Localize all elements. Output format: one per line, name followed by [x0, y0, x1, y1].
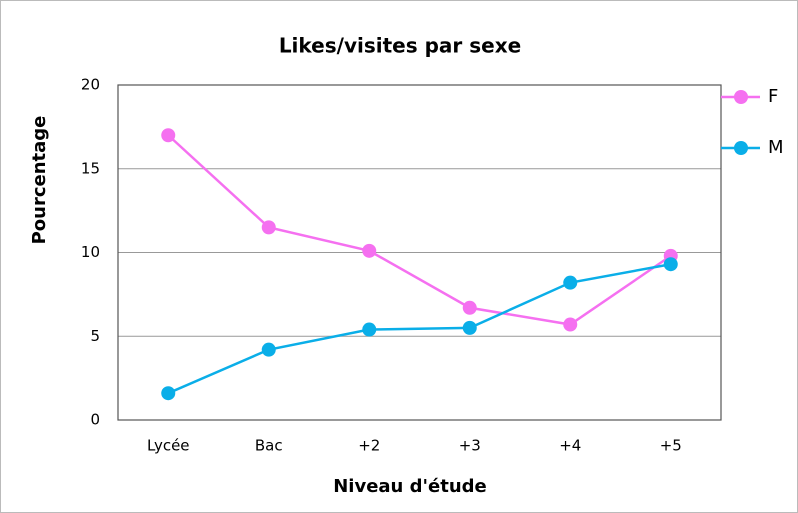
x-tick-label: +4 [559, 437, 581, 455]
chart-title: Likes/visites par sexe [279, 34, 521, 58]
y-tick-label: 10 [81, 243, 100, 261]
data-point [362, 322, 377, 337]
x-tick-label: Bac [255, 437, 283, 455]
y-tick-label: 0 [90, 411, 100, 429]
data-point [663, 257, 678, 272]
data-point [261, 342, 276, 357]
legend-label: M [768, 137, 784, 158]
data-point [462, 300, 477, 315]
x-tick-label: Lycée [147, 437, 190, 455]
plot-area [117, 84, 722, 421]
y-tick-label: 5 [90, 327, 100, 345]
data-point [161, 386, 176, 401]
series-line [167, 262, 671, 395]
data-point [161, 128, 176, 143]
series-line [167, 134, 672, 326]
data-point [563, 275, 578, 290]
y-axis-label: Pourcentage [29, 116, 50, 245]
legend-label: F [768, 86, 778, 107]
x-tick-label: +5 [660, 437, 682, 455]
x-axis-label: Niveau d'étude [333, 476, 487, 497]
data-point [362, 243, 377, 258]
data-point [563, 317, 578, 332]
legend-marker [734, 141, 748, 155]
y-tick-label: 20 [81, 76, 100, 94]
data-point [261, 220, 276, 235]
y-tick-label: 15 [81, 159, 100, 177]
data-point [462, 320, 477, 335]
x-tick-label: +3 [459, 437, 481, 455]
legend-marker [734, 90, 748, 104]
x-tick-label: +2 [358, 437, 380, 455]
